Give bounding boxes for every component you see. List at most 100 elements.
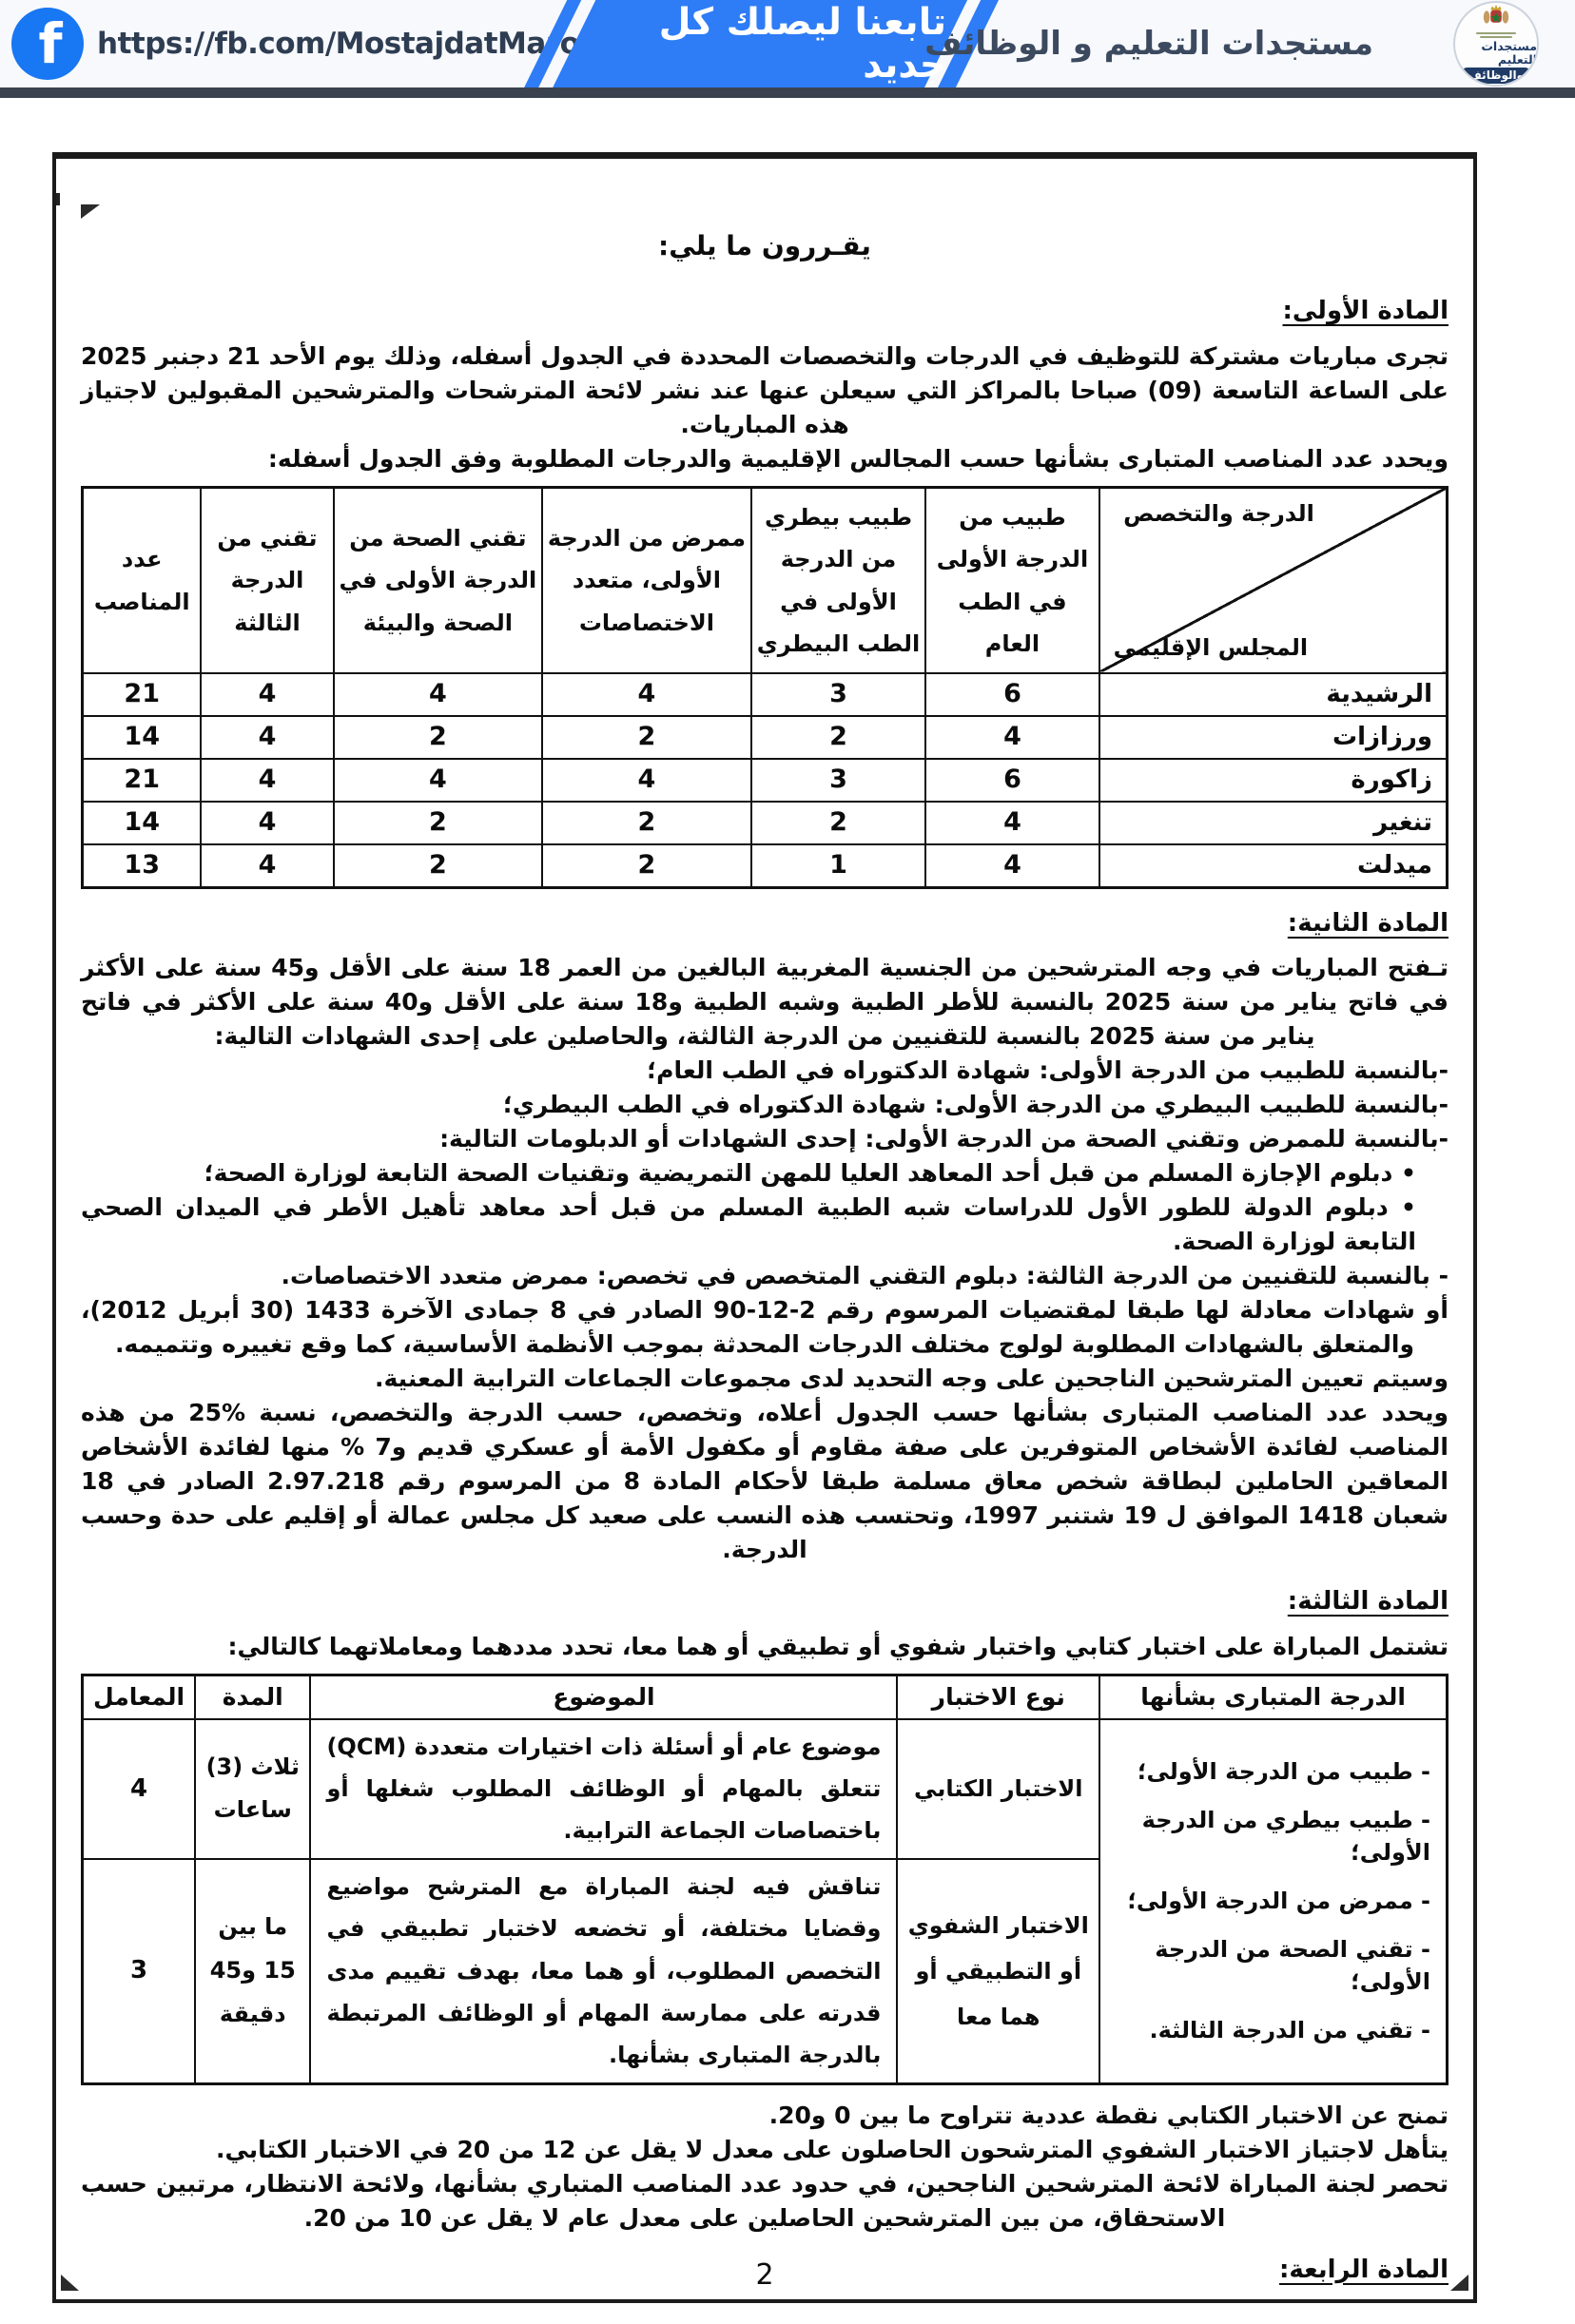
cell-value: 4 (332, 758, 544, 804)
cell-value: 4 (924, 801, 1100, 846)
degree-item: - طبيب من الدرجة الأولى؛ (1137, 1758, 1430, 1786)
column-header: نوع الاختبار (896, 1674, 1101, 1720)
cell-value: 4 (200, 758, 335, 804)
cell-value: 2 (541, 715, 752, 761)
header-divider-strip (0, 87, 1575, 98)
exam-coefficient: 4 (81, 1717, 197, 1860)
exams-table-header-row: الدرجة المتبارى بشأنها نوع الاختبار المو… (81, 1674, 1449, 1720)
facebook-icon[interactable]: f (11, 8, 84, 80)
table-row: تنغير 4 2 2 2 4 14 (81, 801, 1449, 846)
column-header: المعامل (81, 1674, 197, 1720)
article2-bullet: - بالنسبة للتقنيين من الدرجة الثالثة: دب… (281, 1262, 1449, 1290)
decision-line: يقـررون ما يلي: (658, 230, 871, 261)
exam-subject: تناقش فيه لجنة المباراة مع المترشح مواضي… (309, 1857, 899, 2085)
column-header: المدة (194, 1674, 312, 1720)
region-name: تنغير (1098, 801, 1449, 846)
scan-artifact-triangle-bottom-right (1450, 2275, 1468, 2291)
table-row: زاكورة 6 3 4 4 4 21 (81, 758, 1449, 804)
exam-type: الاختبار الكتابي (896, 1717, 1101, 1860)
exam-type: الاختبار الشفوي أو التطبيقي أو هما معا (896, 1857, 1101, 2085)
region-name: ميدلت (1098, 843, 1449, 889)
cell-value: 1 (749, 843, 927, 889)
degree-item: - تقني الصحة من الدرجة الأولى؛ (1155, 1935, 1430, 1996)
cell-value: 21 (81, 672, 203, 718)
exam-subject: موضوع عام أو أسئلة ذات اختيارات متعددة (… (309, 1717, 899, 1860)
article2-intro: تـفتح المباريات في وجه المترشحين من الجن… (81, 954, 1449, 1051)
cell-value: 14 (81, 801, 203, 846)
degree-item: - تقني من الدرجة الثالثة. (1149, 2016, 1431, 2043)
article2-bullet: -بالنسبة للطبيب من الدرجة الأولى: شهادة … (647, 1056, 1449, 1085)
cell-value: 6 (924, 758, 1100, 804)
column-header: تقني الصحة من الدرجة الأولى في الصحة وال… (332, 486, 544, 675)
brand-title: مستجدات التعليم و الوظائف (924, 25, 1373, 63)
scan-artifact-triangle-top-left (81, 204, 100, 219)
degree-item: - ممرض من الدرجة الأولى؛ (1127, 1887, 1430, 1914)
cell-value: 2 (332, 843, 544, 889)
cell-value: 14 (81, 715, 203, 761)
article3-scoring-line1: تمنح عن الاختبار الكتابي نقطة عددية تترا… (768, 2101, 1449, 2129)
article4-intro: ويشارك في هذه المباريات المترشحات والمتر… (81, 2297, 1449, 2299)
banner-ribbon-shape (524, 0, 999, 87)
table-row: الاختبار الشفوي أو التطبيقي أو هما معا ت… (81, 1857, 1448, 2085)
scan-artifact-square (56, 193, 60, 205)
article2-sub-bullet: • دبلوم الإجازة المسلم من قبل أحد المعاه… (204, 1159, 1416, 1188)
article3-intro: تشتمل المباراة على اختبار كتابي واختبار … (227, 1632, 1449, 1660)
article2-sub-bullet: • دبلوم الدولة للطور الأول للدراسات شبه … (81, 1193, 1416, 1256)
logo-title-line2: والوظائف (1459, 67, 1533, 84)
cell-value: 2 (332, 801, 544, 846)
diagonal-label-degree: الدرجة والتخصص (1123, 499, 1314, 527)
degrees-cell: - طبيب من الدرجة الأولى؛ - طبيب بيطري من… (1099, 1717, 1449, 2085)
cell-value: 4 (200, 801, 335, 846)
table-row: ورزازات 4 2 2 2 4 14 (81, 715, 1449, 761)
exams-table: الدرجة المتبارى بشأنها نوع الاختبار المو… (81, 1673, 1449, 2085)
column-header: طبيب بيطري من الدرجة الأولى في الطب البي… (749, 486, 927, 675)
cell-value: 2 (749, 715, 927, 761)
table-row: الرشيدية 6 3 4 4 4 21 (81, 672, 1449, 718)
table-row: - طبيب من الدرجة الأولى؛ - طبيب بيطري من… (81, 1717, 1449, 2085)
article2-bullet: -بالنسبة للطبيب البيطري من الدرجة الأولى… (502, 1091, 1449, 1119)
scan-artifact-triangle-bottom-left (61, 2275, 79, 2291)
table-row: ميدلت 4 1 2 2 4 13 (81, 843, 1449, 889)
article1-paragraph1: تجرى مباريات مشتركة للتوظيف في الدرجات و… (81, 341, 1449, 438)
cell-value: 6 (924, 672, 1100, 718)
cell-value: 3 (749, 672, 927, 718)
cell-value: 4 (541, 758, 752, 804)
logo-micro-text-line (1480, 36, 1512, 39)
logo-title-line1: مستجدات التعليم (1481, 39, 1537, 67)
column-header: عدد المناصب (81, 486, 203, 675)
page-logo: مستجدات التعليم والوظائف (1453, 1, 1539, 87)
article2-bullet: -بالنسبة للممرض وتقني الصحة من الدرجة ال… (439, 1125, 1449, 1153)
cell-value: 4 (924, 715, 1100, 761)
facebook-url[interactable]: https://fb.com/MostajdatMaroc (97, 27, 597, 61)
region-name: زاكورة (1098, 758, 1449, 804)
article4-title: المادة الرابعة: (1279, 2255, 1449, 2284)
column-header: الدرجة المتبارى بشأنها (1099, 1674, 1449, 1720)
article3-title: المادة الثالثة: (1287, 1587, 1449, 1617)
region-name: الرشيدية (1098, 672, 1449, 718)
diagonal-label-council: المجلس الإقليمي (1113, 634, 1309, 662)
cell-value: 4 (200, 715, 335, 761)
article1-paragraph2: ويحدد عدد المناصب المتبارى بشأنها حسب ال… (267, 444, 1449, 473)
cell-value: 2 (541, 801, 752, 846)
article2-equivalence-paragraph: أو شهادات معادلة لها طبقا لمقتضيات المرس… (81, 1296, 1449, 1359)
column-header: تقني من الدرجة الثالثة (200, 486, 335, 675)
article3-scoring-line2: يتأهل لاجتياز الاختبار الشفوي المترشحون … (216, 2135, 1449, 2163)
cell-value: 4 (541, 672, 752, 718)
diagonal-header-cell: الدرجة والتخصص المجلس الإقليمي (1098, 486, 1449, 675)
cell-value: 21 (81, 758, 203, 804)
cell-value: 2 (332, 715, 544, 761)
article1-title: المادة الأولى: (1282, 297, 1449, 326)
positions-table: الدرجة والتخصص المجلس الإقليمي طبيب من ا… (81, 485, 1449, 889)
exam-coefficient: 3 (81, 1857, 197, 2085)
cell-value: 4 (332, 672, 544, 718)
logo-micro-text-line (1476, 32, 1516, 35)
column-header: طبيب من الدرجة الأولى في الطب العام (924, 486, 1100, 675)
social-header: f https://fb.com/MostajdatMaroc تابعنا ل… (0, 0, 1575, 87)
degree-item: - طبيب بيطري من الدرجة الأولى؛ (1141, 1806, 1430, 1867)
follow-banner: تابعنا ليصلك كل جديد (512, 0, 999, 87)
cell-value: 3 (749, 758, 927, 804)
column-header: ممرض من الدرجة الأولى، متعدد الاختصاصات (541, 486, 752, 675)
cell-value: 4 (200, 672, 335, 718)
positions-table-header-row: الدرجة والتخصص المجلس الإقليمي طبيب من ا… (81, 486, 1449, 675)
cell-value: 2 (749, 801, 927, 846)
